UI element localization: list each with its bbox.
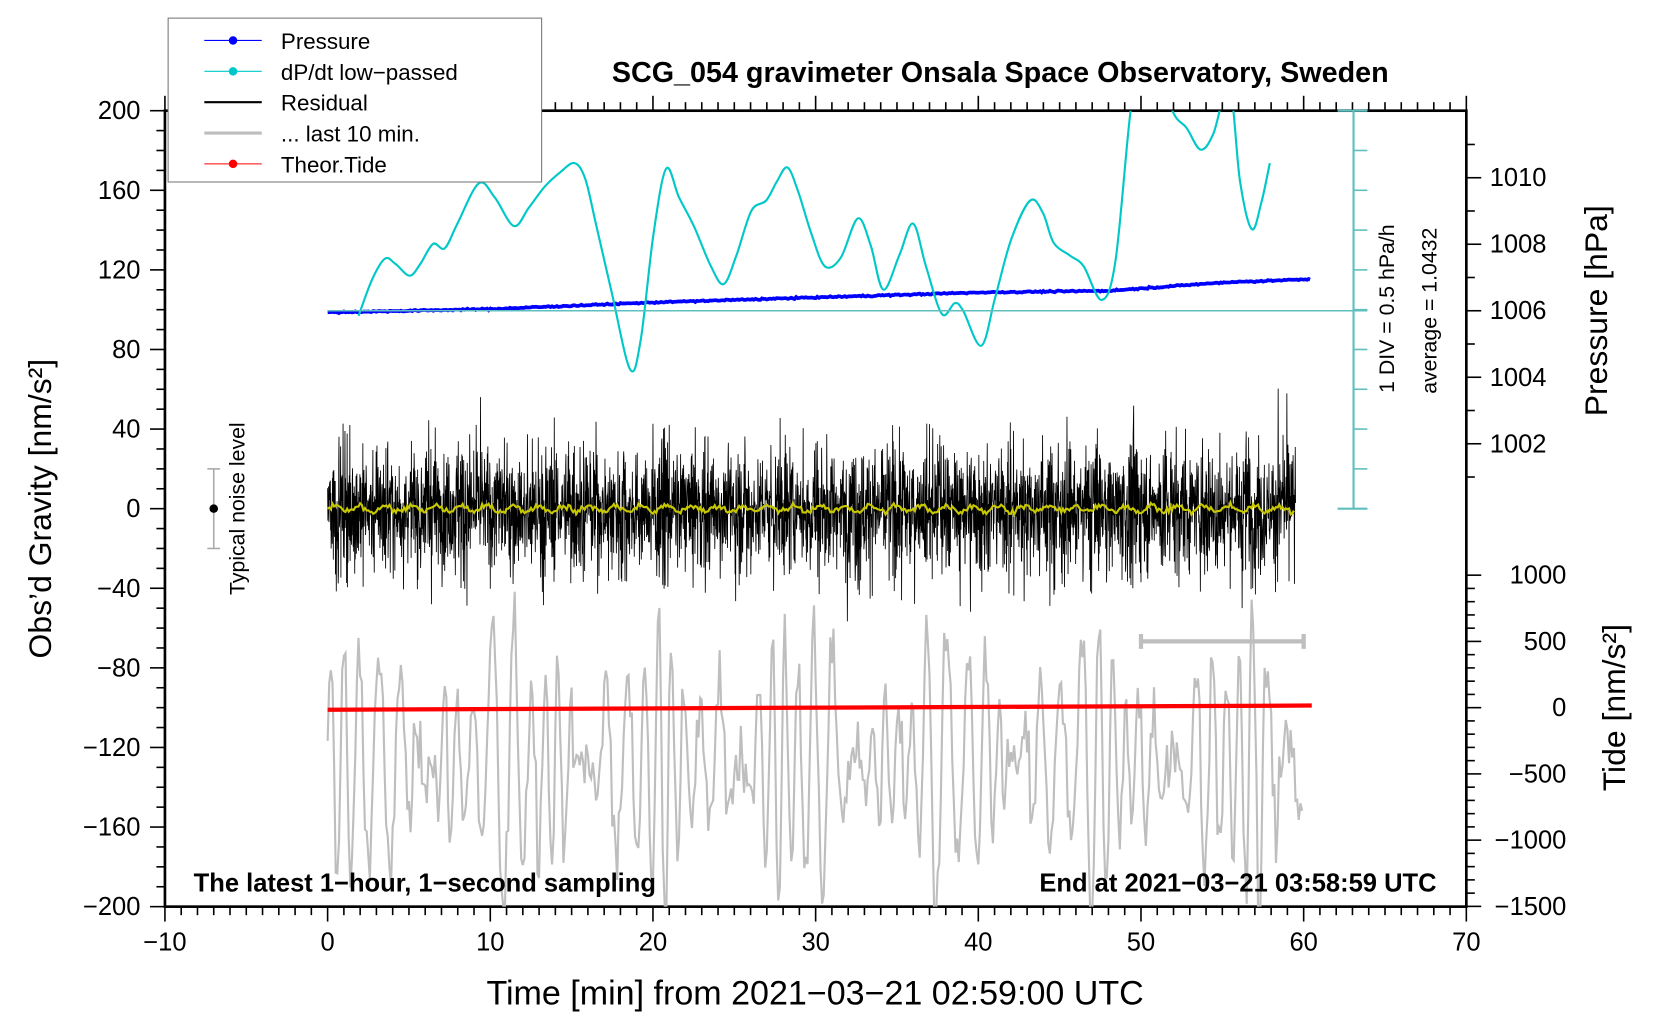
y-tick-label: 120 xyxy=(98,256,141,284)
tide-tick-label: 1000 xyxy=(1510,562,1567,590)
average-label: average = 1.0432 xyxy=(1418,228,1442,394)
div-scale-label: 1 DIV = 0.5 hPa/h xyxy=(1375,224,1399,392)
y-tick-label: 80 xyxy=(112,336,140,364)
x-tick-label: 50 xyxy=(1127,928,1155,956)
pressure-series-line xyxy=(327,277,1311,316)
x-tick-label: 60 xyxy=(1289,928,1317,956)
noise-level-label: Typical noise level xyxy=(226,422,250,595)
x-tick-label: 20 xyxy=(639,928,667,956)
legend-box xyxy=(167,17,543,183)
y-tick-label: −80 xyxy=(97,654,140,682)
y-tick-label: −40 xyxy=(97,575,140,603)
tide-tick-label: −1500 xyxy=(1495,893,1567,921)
x-tick-label: 70 xyxy=(1452,928,1480,956)
annotation-bottom-right: End at 2021−03−21 03:58:59 UTC xyxy=(1039,870,1436,898)
pressure-tick-label: 1006 xyxy=(1490,297,1547,325)
tide-series-line xyxy=(327,703,1312,712)
tide-tick-label: 0 xyxy=(1552,694,1566,722)
y-tick-label: −160 xyxy=(83,814,140,842)
chart-title: SCG_054 gravimeter Onsala Space Observat… xyxy=(612,57,1389,89)
x-tick-label: 40 xyxy=(964,928,992,956)
pressure-tick-label: 1008 xyxy=(1490,231,1547,259)
y-tick-label: −200 xyxy=(83,893,140,921)
legend-swatch-dot xyxy=(228,36,238,45)
y-axis-label: Obs’d Gravity [nm/s²] xyxy=(22,359,58,659)
x-tick-label: 30 xyxy=(801,928,829,956)
data-marks xyxy=(326,110,1312,907)
legend-swatch-dot xyxy=(228,159,238,169)
x-tick-label: 0 xyxy=(321,928,335,956)
legend-label: Pressure xyxy=(281,29,370,54)
legend-label: Theor.Tide xyxy=(281,152,387,177)
x-tick-label: −10 xyxy=(143,928,186,956)
tide-tick-label: 500 xyxy=(1524,628,1567,656)
legend: Pressure dP/dt low−passed Residual ... last… xyxy=(167,17,543,183)
annotation-bottom-left: The latest 1−hour, 1−second sampling xyxy=(194,870,656,898)
noise-bar-dot xyxy=(209,504,218,513)
smoothed-residual-line xyxy=(327,499,1295,518)
y-tick-label: 0 xyxy=(126,495,140,523)
x-axis-label: Time [min] from 2021−03−21 02:59:00 UTC xyxy=(486,975,1143,1013)
x-tick-label: 10 xyxy=(476,928,504,956)
tide-axis-label: Tide [nm/s²] xyxy=(1596,624,1632,791)
pressure-tick-label: 1010 xyxy=(1490,164,1547,192)
tide-tick-label: −1000 xyxy=(1495,827,1567,855)
overlay xyxy=(207,109,1368,649)
y-tick-label: 200 xyxy=(98,97,141,125)
legend-label: ... last 10 min. xyxy=(281,122,420,147)
tide-tick-label: −500 xyxy=(1509,760,1566,788)
pressure-tick-label: 1004 xyxy=(1490,364,1547,392)
y-tick-label: 160 xyxy=(98,177,141,205)
axis-ticks: −10 0 10 20 30 40 50 60 70 200 160 120 80 40 0 −40 −80 −1… xyxy=(83,95,1567,956)
pressure-tick-label: 1002 xyxy=(1490,430,1547,458)
residual-series-line xyxy=(327,388,1296,622)
dpdt-series-line xyxy=(357,110,1271,373)
legend-label: Residual xyxy=(281,91,368,116)
pressure-axis-label: Pressure [hPa] xyxy=(1578,205,1614,416)
legend-swatch-dot xyxy=(228,67,238,76)
y-tick-label: 40 xyxy=(112,416,140,444)
y-tick-label: −120 xyxy=(83,734,140,762)
legend-label: dP/dt low−passed xyxy=(281,60,458,85)
last10-series-line xyxy=(326,591,1304,907)
